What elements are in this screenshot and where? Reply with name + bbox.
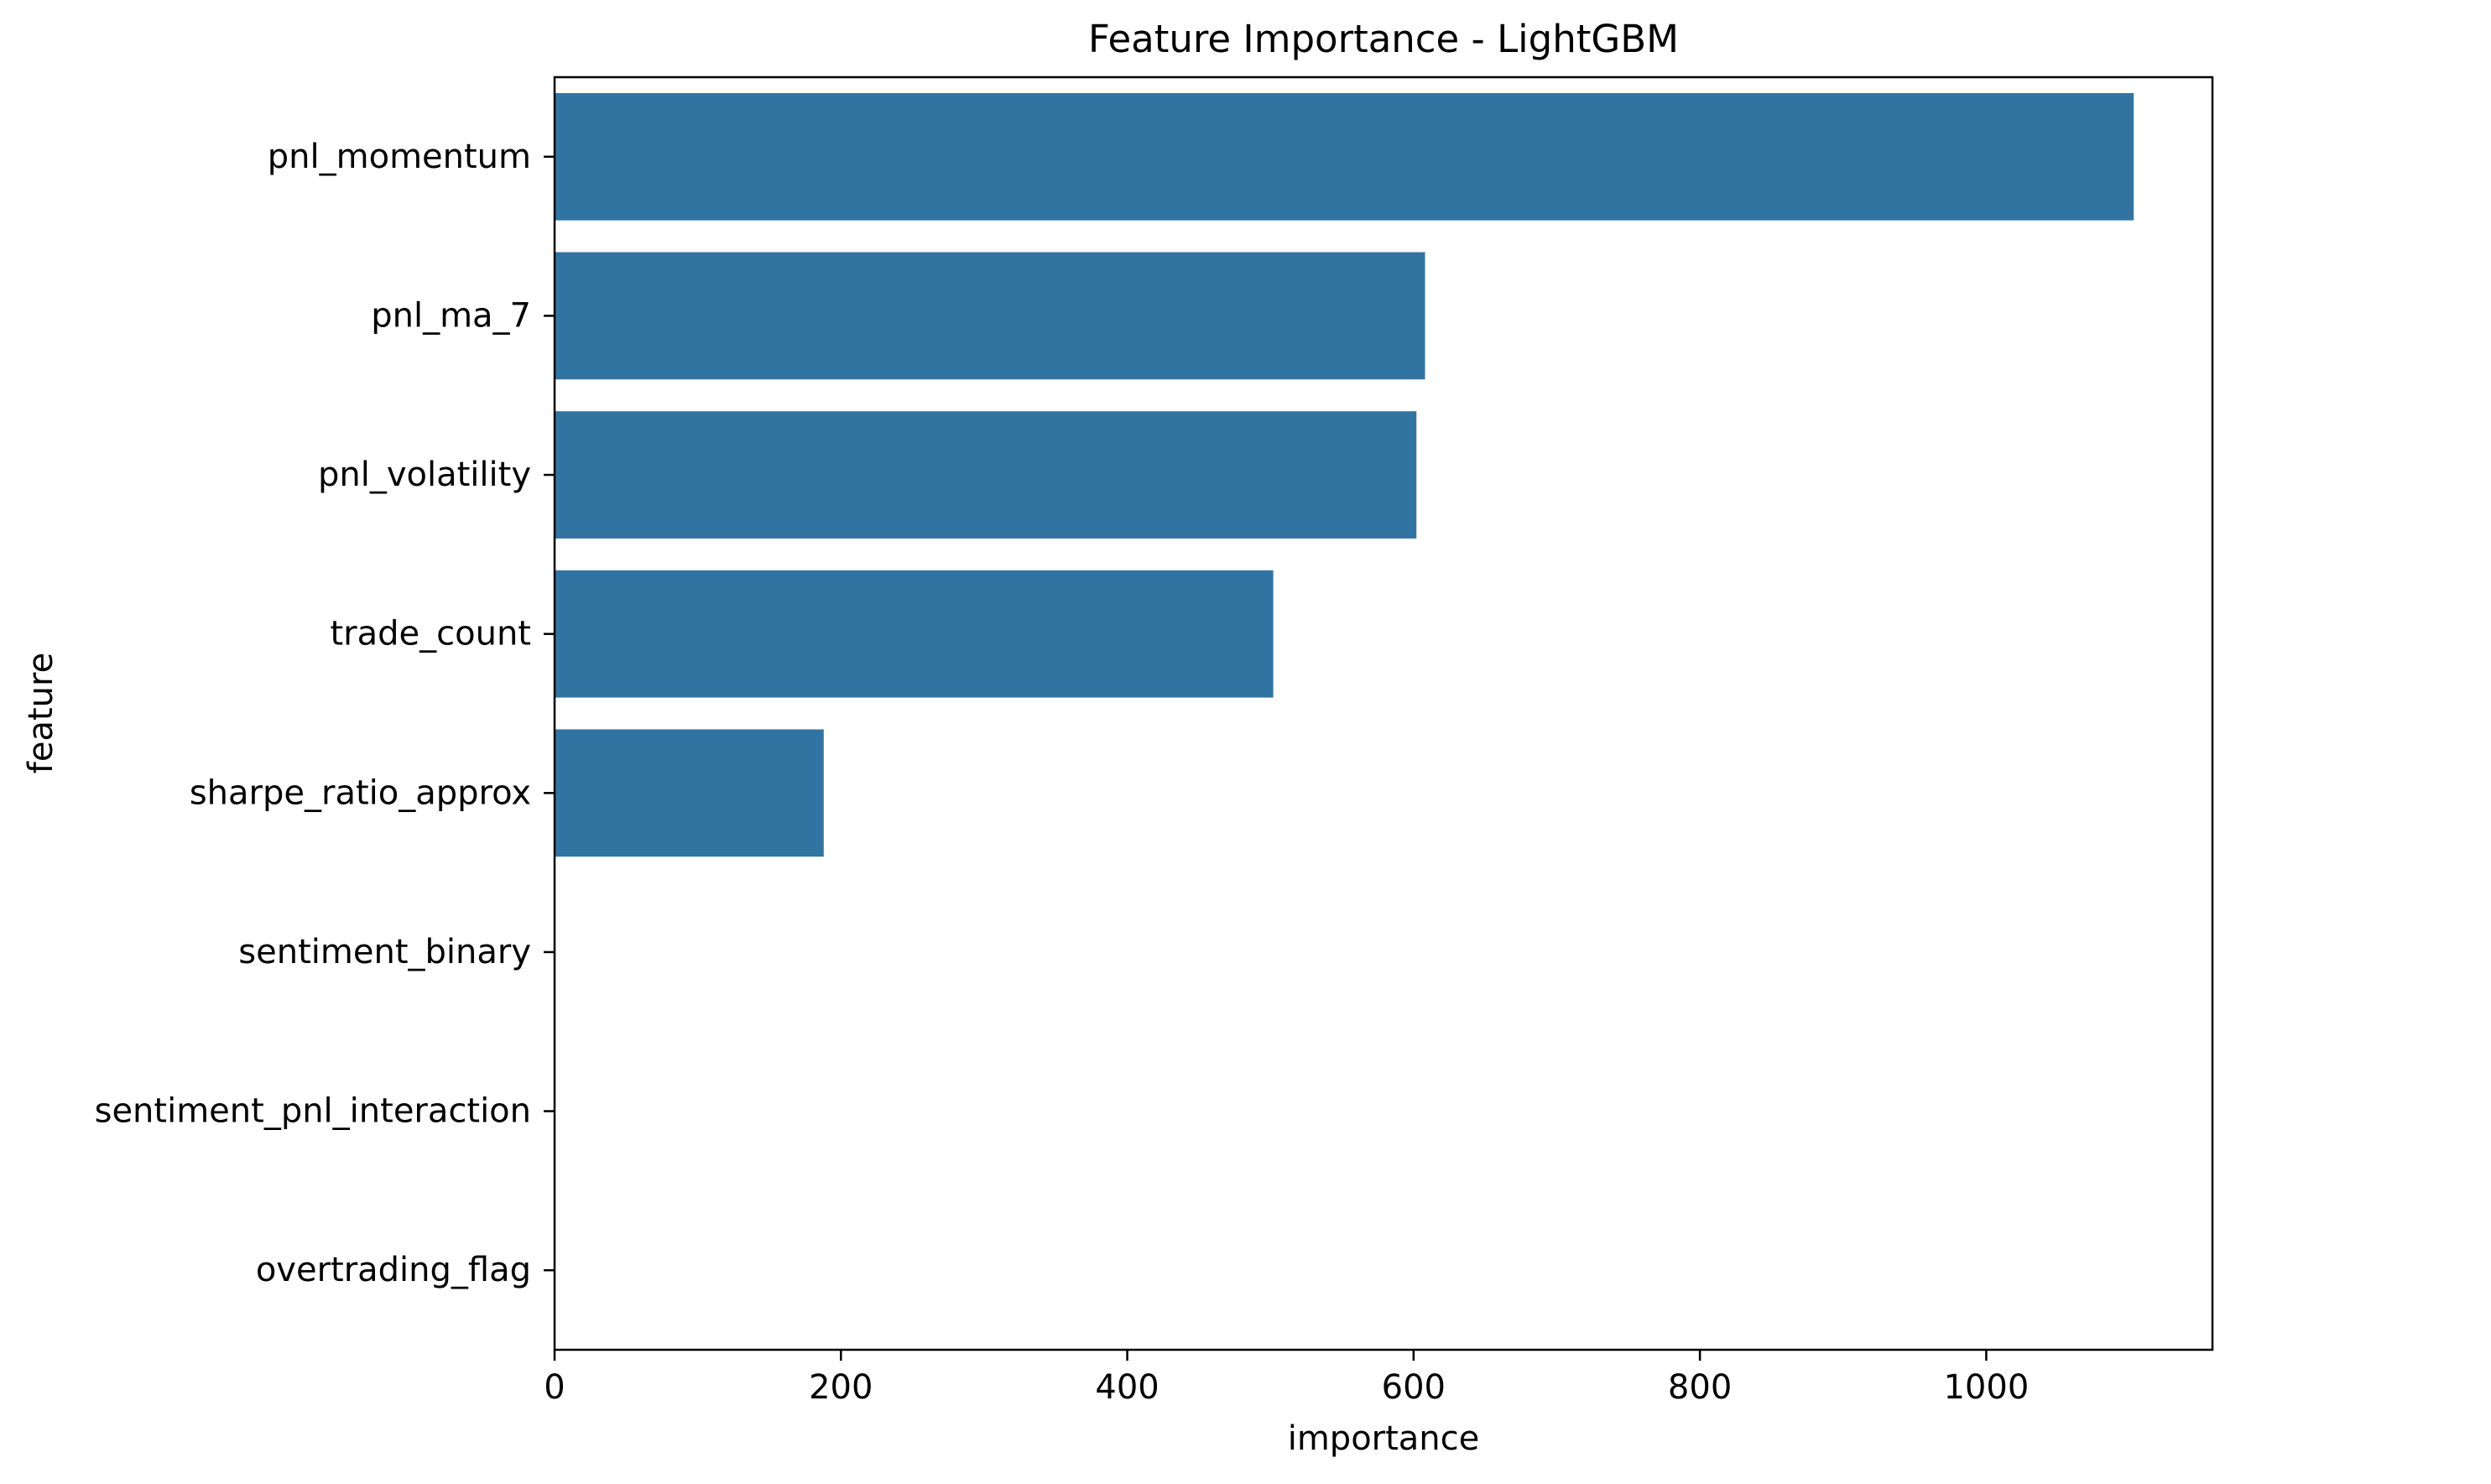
x-tick-label: 600 xyxy=(1382,1368,1446,1407)
x-axis-ticks: 0 200 400 600 800 1000 xyxy=(544,1350,2029,1407)
x-tick-label: 1000 xyxy=(1943,1368,2029,1407)
y-tick-label: sharpe_ratio_approx xyxy=(190,773,531,812)
x-tick-label: 400 xyxy=(1095,1368,1159,1407)
y-tick-label: trade_count xyxy=(331,615,532,653)
y-axis-label: feature xyxy=(22,653,60,773)
x-tick-label: 800 xyxy=(1668,1368,1732,1407)
bar-sharpe-ratio-approx xyxy=(555,729,824,857)
bar-pnl-volatility xyxy=(555,411,1417,539)
chart-title: Feature Importance - LightGBM xyxy=(1088,17,1679,61)
y-tick-label: pnl_momentum xyxy=(268,138,531,176)
y-tick-label: sentiment_binary xyxy=(238,933,531,971)
bars-layer xyxy=(555,92,2134,857)
y-tick-label: pnl_ma_7 xyxy=(371,296,531,335)
y-tick-label: pnl_volatility xyxy=(318,456,531,494)
bar-pnl-ma-7 xyxy=(555,252,1425,380)
bar-trade-count xyxy=(555,570,1274,698)
y-tick-label: sentiment_pnl_interaction xyxy=(95,1092,531,1131)
bar-pnl-momentum xyxy=(555,92,2134,221)
y-tick-label: overtrading_flag xyxy=(256,1251,531,1289)
plot-frame xyxy=(553,76,2214,1351)
x-axis-label: importance xyxy=(1288,1419,1480,1458)
x-tick-label: 200 xyxy=(809,1368,873,1407)
y-axis-ticks: pnl_momentum pnl_ma_7 pnl_volatility trade_… xyxy=(95,138,555,1289)
x-tick-label: 0 xyxy=(544,1368,565,1407)
